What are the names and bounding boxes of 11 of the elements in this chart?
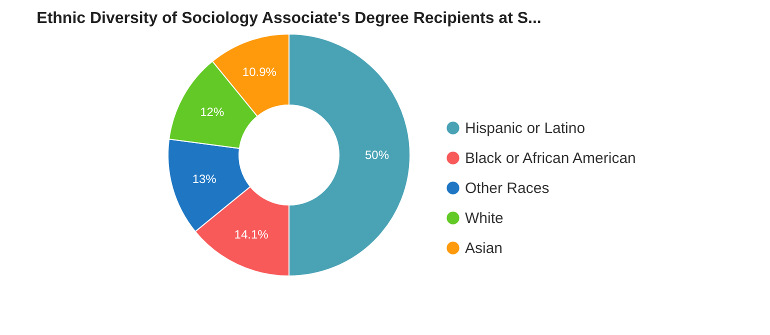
data-label: 14.1%	[234, 228, 269, 242]
legend-label: Other Races	[465, 180, 550, 197]
legend-label: White	[465, 210, 504, 227]
legend-label: Asian	[465, 240, 503, 257]
data-label: 50%	[364, 148, 390, 162]
chart-title: Ethnic Diversity of Sociology Associate's Degree Recipients at S...	[36, 10, 542, 27]
data-label: 12%	[200, 105, 224, 120]
legend-label: Hispanic or Latino	[465, 120, 586, 137]
data-label: 10.9%	[242, 65, 277, 80]
legend-label: Black or African American	[465, 150, 636, 167]
data-label: 13%	[192, 172, 217, 186]
